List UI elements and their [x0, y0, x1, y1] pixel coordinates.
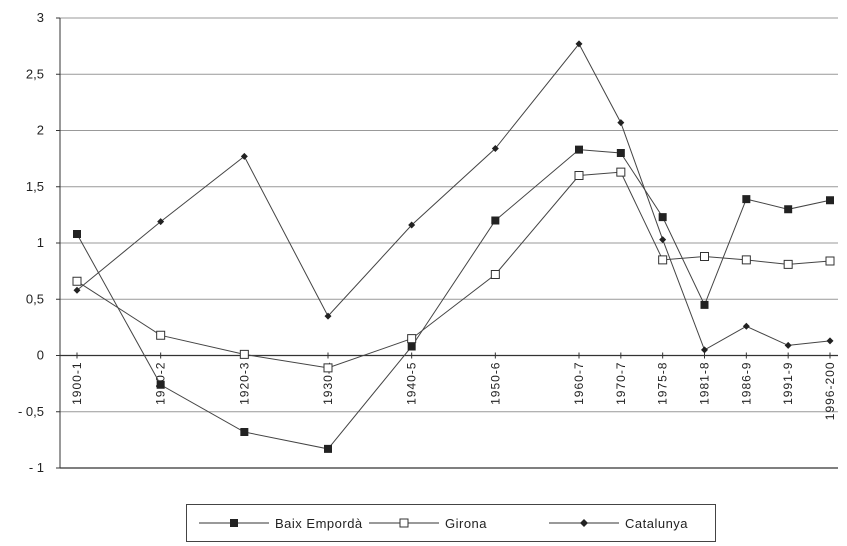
data-point — [658, 213, 667, 222]
series-catalunya — [73, 40, 834, 354]
y-tick-label: 1,5 — [26, 179, 44, 194]
series-group — [72, 40, 835, 453]
data-point — [324, 444, 332, 453]
legend: Baix Empordà Girona Catalunya — [186, 504, 716, 542]
data-point — [784, 341, 792, 349]
data-point — [825, 256, 835, 266]
series-baix-empordà — [73, 145, 834, 453]
x-tick-label: 1940-5 — [405, 362, 419, 405]
data-point — [741, 255, 751, 265]
legend-item-girona: Girona — [369, 505, 487, 541]
data-point — [616, 149, 625, 157]
y-tick-label: 2 — [37, 123, 44, 138]
data-point — [324, 312, 332, 320]
x-tick-label: 1996-200 — [823, 362, 837, 421]
data-point — [240, 428, 249, 436]
data-point — [239, 349, 249, 359]
legend-label: Girona — [445, 515, 488, 531]
data-point — [407, 342, 416, 351]
data-point — [491, 216, 500, 225]
y-tick-label: 0,5 — [26, 291, 44, 306]
x-tick-label: 1970-7 — [614, 362, 628, 405]
data-point — [658, 255, 668, 265]
series-girona — [72, 167, 835, 373]
data-point — [156, 330, 166, 340]
legend-label: Catalunya — [625, 515, 689, 531]
data-point — [407, 334, 417, 344]
x-tick-label: 1975-8 — [656, 362, 670, 405]
data-point — [616, 167, 626, 177]
data-point — [700, 252, 709, 261]
data-point — [490, 270, 500, 279]
gridlines — [60, 17, 838, 413]
data-point — [157, 218, 165, 226]
x-tick-label: 1986-9 — [739, 362, 753, 405]
legend-swatch-filled-square-icon — [199, 515, 269, 531]
legend-swatch-open-square-icon — [369, 515, 439, 531]
data-point — [700, 300, 709, 309]
data-point — [742, 322, 750, 330]
data-point — [659, 236, 667, 244]
y-tick-label: 0 — [37, 348, 44, 363]
y-tick-label: 3 — [37, 10, 44, 25]
x-tick-label: 1920-3 — [237, 362, 251, 405]
data-point — [240, 152, 248, 160]
x-axis-ticks: 1900-11910-21920-31930-41940-51950-61960… — [70, 352, 837, 421]
y-tick-label: 1 — [37, 235, 44, 250]
data-point — [575, 145, 583, 154]
data-point — [826, 196, 834, 205]
data-point — [408, 221, 416, 229]
x-tick-label: 1960-7 — [572, 362, 586, 405]
data-point — [575, 40, 583, 48]
data-point — [73, 230, 81, 238]
data-point — [156, 380, 165, 389]
data-point — [783, 259, 793, 269]
line-chart: 32,521,510,50- 0,5- 1 1900-11910-21920-3… — [18, 10, 838, 475]
data-point — [323, 363, 333, 373]
data-point — [73, 286, 81, 294]
y-axis-ticks: 3 2,5 2 1,5 1 0,5 0 - 0,5 - 1 — [18, 10, 60, 475]
x-tick-label: 1981-8 — [698, 362, 712, 405]
y-tick-label: 2,5 — [26, 66, 44, 81]
data-point — [574, 171, 584, 180]
data-point — [72, 276, 82, 286]
x-tick-label: 1950-6 — [488, 362, 502, 405]
y-tick-label: - 1 — [29, 460, 44, 475]
data-point — [491, 145, 499, 152]
x-tick-label: 1900-1 — [70, 362, 84, 405]
x-tick-label: 1991-9 — [781, 362, 795, 405]
data-point — [742, 195, 751, 204]
legend-label: Baix Empordà — [275, 515, 363, 531]
legend-item-catalunya: Catalunya — [549, 505, 688, 541]
legend-item-baix-emporda: Baix Empordà — [199, 505, 363, 541]
data-point — [784, 205, 793, 214]
legend-swatch-filled-diamond-icon — [549, 515, 619, 531]
series-line — [76, 42, 831, 351]
data-point — [617, 119, 625, 127]
series-line — [76, 171, 831, 369]
y-tick-label: - 0,5 — [18, 404, 44, 419]
data-point — [826, 337, 834, 345]
data-point — [701, 346, 708, 354]
